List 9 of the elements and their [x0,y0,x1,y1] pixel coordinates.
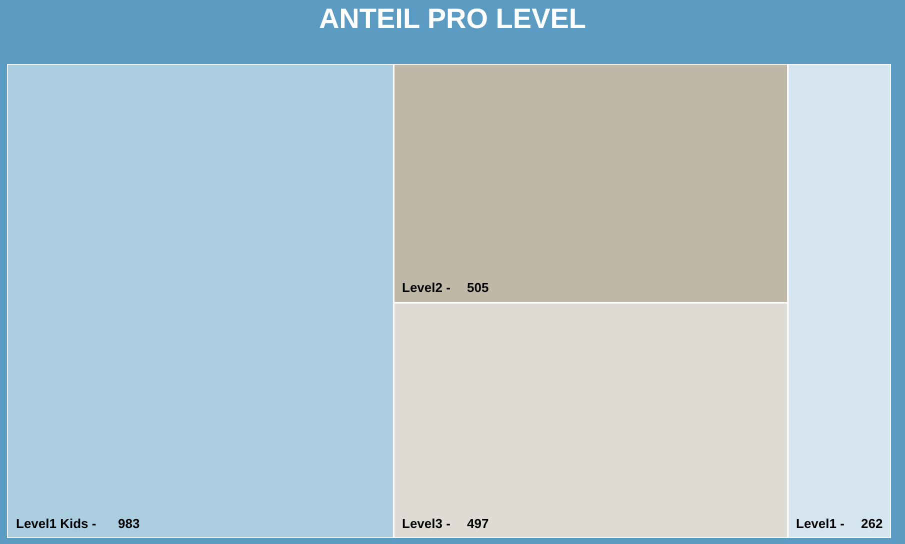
data-label: 497 [467,516,489,531]
text: ANTEIL PRO LEVEL [318,2,586,34]
data-label: 983 [118,516,140,531]
category-label: Level1 - [796,516,844,531]
category-label: Level3 - [402,516,450,531]
data-label: 262 [861,516,883,531]
category-label: Level2 - [402,280,450,295]
category-label: Level1 Kids - [16,516,96,531]
data-label: 505 [467,280,489,295]
